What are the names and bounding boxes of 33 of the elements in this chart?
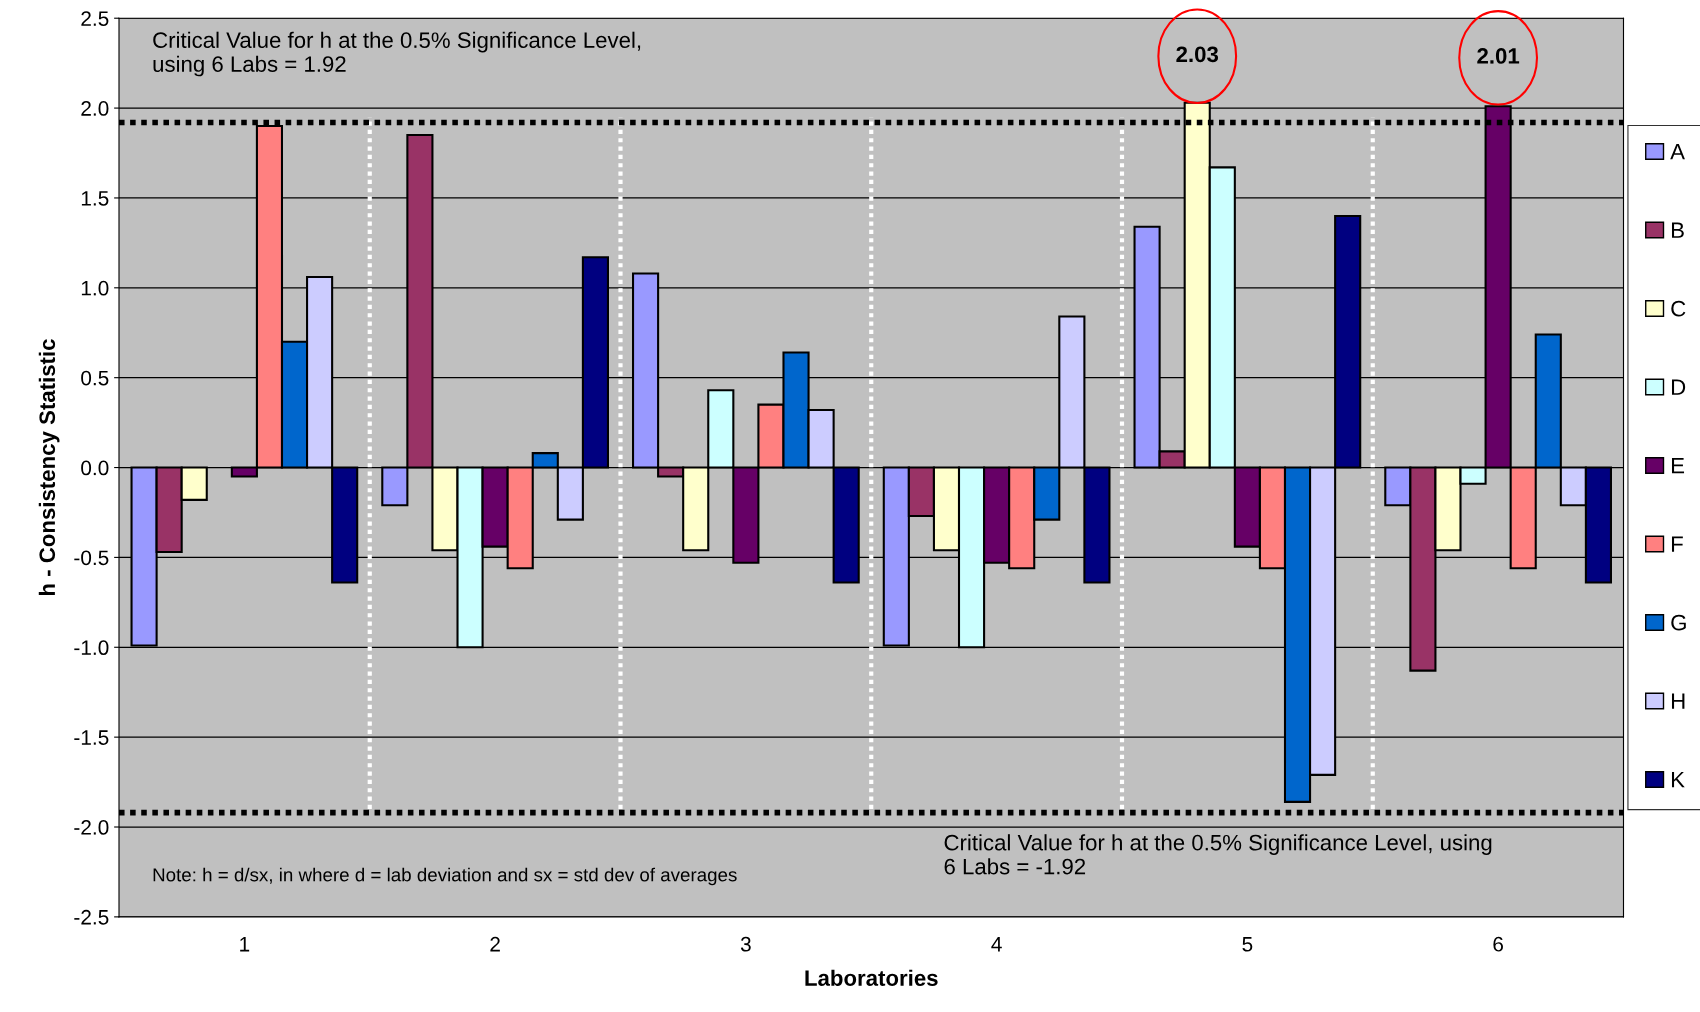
annotation: 2.03 <box>1176 46 1219 63</box>
y-tick-label: 1.5 <box>81 191 109 206</box>
y-tick-label: -2.0 <box>74 820 109 835</box>
legend-label: D <box>1671 379 1686 395</box>
legend-label: E <box>1671 458 1685 474</box>
annotation: Note: h = d/sx, in where d = lab deviation and sx = std dev of averages <box>153 867 737 886</box>
y-tick-label: 2.5 <box>81 11 109 26</box>
ref-line-label: Critical Value for h at the 0.5% Significance Level, using 6 Labs = -1.92 <box>944 834 1492 875</box>
legend-label: G <box>1671 614 1686 631</box>
x-tick-label: 1 <box>240 937 250 952</box>
legend-label: H <box>1671 693 1685 709</box>
y-tick-label: 2.0 <box>81 101 109 116</box>
y-axis-title: h - Consistency Statistic <box>38 339 60 596</box>
y-tick-label: -1.0 <box>74 640 109 656</box>
x-tick-label: 6 <box>1493 936 1503 952</box>
x-tick-label: 2 <box>490 936 500 952</box>
x-axis-title: Laboratories <box>805 969 938 986</box>
y-tick-label: -2.5 <box>74 909 109 925</box>
y-tick-label: 1.0 <box>81 280 109 296</box>
y-tick-label: 0.0 <box>81 460 109 476</box>
y-tick-label: 0.5 <box>81 370 109 386</box>
legend-label: B <box>1671 222 1684 238</box>
x-tick-label: 3 <box>740 936 751 952</box>
x-tick-label: 4 <box>991 937 1002 952</box>
annotation: 2.01 <box>1477 48 1520 64</box>
ref-line-label: Critical Value for h at the 0.5% Significance Level, using 6 Labs = 1.92 <box>153 31 641 77</box>
x-tick-label: 5 <box>1242 937 1253 952</box>
legend-label: F <box>1671 536 1683 552</box>
legend-label: K <box>1671 771 1685 788</box>
legend-label: C <box>1671 300 1686 317</box>
legend-label: A <box>1670 144 1685 160</box>
y-tick-label: -0.5 <box>74 550 109 566</box>
y-tick-label: -1.5 <box>74 730 109 745</box>
